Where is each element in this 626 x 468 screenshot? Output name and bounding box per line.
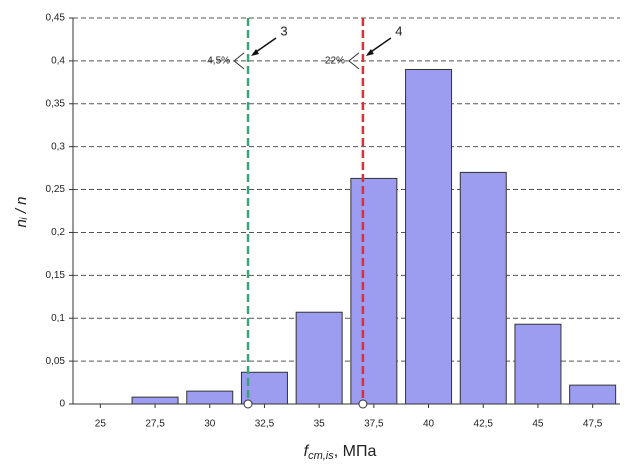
y-tick-label: 0,1	[51, 313, 65, 324]
x-tick-label: 37,5	[364, 419, 384, 430]
bar	[514, 323, 562, 405]
y-tick-label: 0,25	[46, 184, 66, 195]
x-tick-label: 30	[204, 419, 216, 430]
bar	[350, 177, 398, 405]
bar	[131, 396, 179, 405]
reference-arrowhead	[365, 49, 374, 56]
reference-arrowhead	[251, 49, 260, 56]
x-label-unit: , МПа	[334, 443, 377, 460]
y-tick-label: 0,4	[51, 56, 65, 67]
y-tick-label: 0,15	[46, 270, 66, 281]
x-label-symbol: f	[304, 443, 310, 460]
share-label: 4,5%	[207, 56, 230, 67]
y-axis-label: nᵢ / n	[13, 196, 30, 227]
x-label-subscript: cm,is	[308, 450, 334, 462]
reference-label: 4	[395, 23, 402, 38]
x-tick-label: 42,5	[474, 419, 494, 430]
bar	[240, 371, 288, 405]
x-tick-label: 40	[423, 419, 435, 430]
x-tick-label: 35	[314, 419, 326, 430]
reference-label: 3	[280, 23, 287, 38]
x-tick-label: 27,5	[145, 419, 165, 430]
y-tick-label: 0,45	[46, 13, 66, 24]
bar	[569, 384, 617, 405]
share-bracket	[348, 52, 360, 70]
bar	[459, 171, 507, 405]
bar	[186, 390, 234, 405]
x-tick-label: 45	[532, 419, 544, 430]
reference-point	[358, 399, 368, 409]
y-tick-label: 0,2	[51, 227, 65, 238]
y-tick-label: 0,3	[51, 141, 65, 152]
y-tick-label: 0,05	[46, 356, 66, 367]
bar	[405, 68, 453, 405]
share-label: 22%	[325, 56, 345, 67]
x-axis-label: fcm,is, МПа	[304, 443, 377, 462]
y-tick-label: 0	[59, 399, 65, 410]
x-tick-label: 25	[95, 419, 107, 430]
share-bracket	[233, 52, 245, 70]
y-tick-label: 0,35	[46, 98, 66, 109]
bar	[295, 311, 343, 405]
x-tick-label: 47,5	[583, 419, 603, 430]
reference-point	[243, 399, 253, 409]
x-tick-label: 32,5	[255, 419, 275, 430]
